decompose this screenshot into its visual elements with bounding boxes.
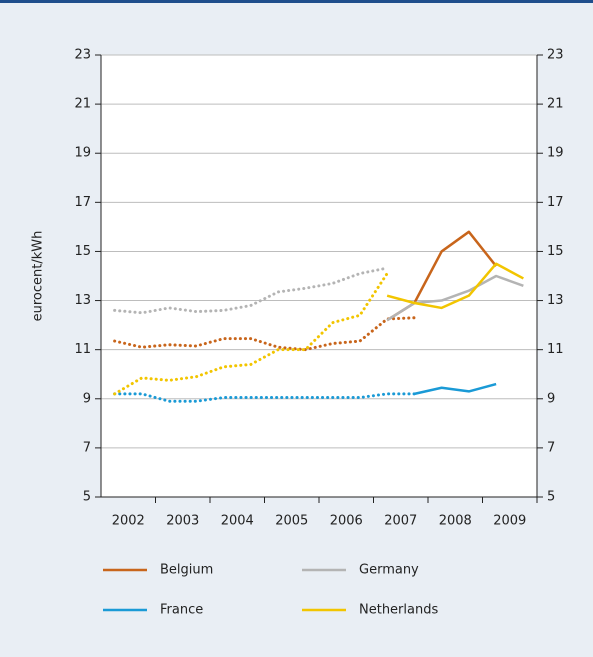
series-line [414,382,497,396]
y2-tick-label: 23 [547,48,564,63]
series-line [113,392,416,403]
series-line [113,267,386,315]
y2-tick-label: 21 [547,97,564,112]
y-axis-label: eurocent/kWh [31,231,46,322]
x-tick-label: 2008 [439,514,472,529]
y2-tick-label: 19 [547,146,564,161]
y-tick-label: 15 [74,244,91,259]
y2-tick-label: 11 [547,342,564,357]
legend-label: France [160,603,203,618]
y-tick-label: 11 [74,342,91,357]
y2-tick-label: 13 [547,293,564,308]
y-tick-label: 17 [74,195,91,210]
top-rule [0,0,593,3]
legend-label: Germany [359,563,419,578]
y-tick-label: 19 [74,146,91,161]
x-tick-label: 2004 [221,514,254,529]
plot-area [101,55,537,497]
y2-tick-label: 17 [547,195,564,210]
y-tick-label: 7 [83,440,91,455]
legend-label: Netherlands [359,603,438,618]
x-tick-label: 2003 [166,514,199,529]
x-tick-label: 2007 [384,514,417,529]
x-tick-label: 2005 [275,514,308,529]
x-tick-label: 2009 [493,514,526,529]
y-tick-label: 5 [83,490,91,505]
series-line [386,262,524,310]
y2-tick-label: 15 [547,244,564,259]
y-tick-label: 9 [83,391,91,406]
y-tick-label: 23 [74,48,91,63]
x-tick-label: 2006 [330,514,363,529]
y-tick-label: 21 [74,97,91,112]
series-line [113,316,416,352]
y2-tick-label: 7 [547,440,555,455]
y2-tick-label: 9 [547,391,555,406]
x-tick-label: 2002 [112,514,145,529]
legend-label: Belgium [160,563,213,578]
y2-tick-label: 5 [547,490,555,505]
y-tick-label: 13 [74,293,91,308]
series-line [113,272,389,396]
series-line [386,274,524,322]
